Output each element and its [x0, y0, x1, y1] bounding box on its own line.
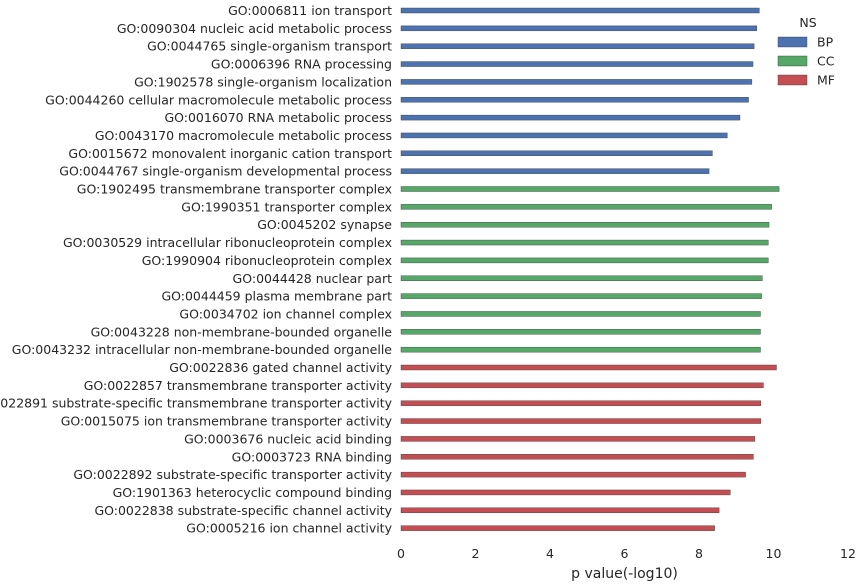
bar-mf-1: [400, 364, 777, 371]
y-tick-label: GO:0022838 substrate-specific channel ac…: [94, 503, 392, 518]
bar-cc-6: [400, 275, 763, 281]
y-tick-label: GO:0015075 ion transmembrane transporter…: [61, 414, 393, 429]
bar-cc-8: [400, 311, 761, 317]
bar-bp-3: [400, 43, 755, 49]
y-tick-label: GO:0045202 synapse: [257, 217, 392, 232]
bar-mf-10: [400, 525, 715, 531]
y-tick-label: GO:0043228 non-membrane-bounded organell…: [91, 324, 393, 339]
y-tick-label: GO:0006396 RNA processing: [211, 57, 392, 72]
y-tick-label: GO:1990351 transporter complex: [181, 199, 392, 214]
bar-cc-10: [400, 346, 761, 353]
y-tick-label: GO:0022857 transmembrane transporter act…: [84, 378, 393, 393]
x-tick-label: 4: [546, 546, 554, 561]
x-tick-label: 2: [472, 546, 480, 561]
bar-mf-5: [400, 436, 756, 442]
y-tick-label: GO:0003676 nucleic acid binding: [184, 431, 392, 446]
bar-bp-10: [400, 168, 710, 174]
x-tick-labels: 0 2 4 6 8 10 12: [397, 546, 856, 561]
legend: NS BP CC MF: [777, 15, 835, 88]
bar-cc-7: [400, 293, 762, 299]
y-tick-label: GO:0034702 ion channel complex: [179, 306, 392, 321]
y-tick-label: GO:1902495 transmembrane transporter com…: [77, 182, 392, 197]
bar-bp-2: [400, 25, 757, 32]
bar-bp-7: [400, 114, 741, 121]
bar-cc-4: [400, 239, 769, 246]
bar-bp-1: [400, 7, 760, 14]
y-tick-label: GO:0044767 single-organism developmental…: [59, 164, 392, 179]
y-tick-label: GO:0005216 ion channel activity: [186, 521, 392, 536]
y-tick-label: GO:0022836 gated channel activity: [169, 360, 392, 375]
legend-swatch-mf: [777, 74, 808, 86]
y-tick-label: GO:0003723 RNA binding: [232, 449, 392, 464]
y-tick-label: GO:0043170 macromolecule metabolic proce…: [95, 128, 392, 143]
x-axis-label: p value(-log10): [571, 566, 678, 582]
bar-cc-5: [400, 257, 769, 264]
bar-cc-9: [400, 329, 761, 335]
y-tick-label: GO:0016070 RNA metabolic process: [164, 110, 392, 125]
y-tick-label: GO:0090304 nucleic acid metabolic proces…: [117, 21, 392, 36]
bar-bp-4: [400, 61, 754, 67]
legend-title: NS: [799, 15, 816, 30]
y-tick-label: GO:1990904 ribonucleoprotein complex: [142, 253, 392, 268]
bar-bp-5: [400, 79, 753, 85]
bar-mf-9: [400, 507, 720, 513]
y-tick-labels: GO:0006811 ion transport GO:0090304 nucle…: [0, 3, 393, 536]
legend-swatch-bp: [777, 36, 808, 48]
bar-cc-2: [400, 204, 772, 210]
bar-bp-9: [400, 150, 713, 157]
bars-group: [400, 7, 780, 531]
x-tick-label: 0: [397, 546, 405, 561]
bar-mf-7: [400, 471, 746, 478]
legend-swatch-cc: [777, 55, 808, 67]
y-tick-label: GO:0022891 substrate-specific transmembr…: [0, 396, 393, 411]
bar-cc-3: [400, 221, 770, 228]
y-tick-label: GO:1902578 single-organism localization: [134, 74, 392, 89]
bar-bp-8: [400, 132, 728, 139]
y-tick-label: GO:0015672 monovalent inorganic cation t…: [68, 146, 392, 161]
bar-mf-2: [400, 382, 764, 389]
bar-mf-6: [400, 454, 754, 460]
legend-label-mf: MF: [817, 73, 835, 88]
bar-mf-3: [400, 400, 762, 406]
y-tick-label: GO:0044765 single-organism transport: [147, 39, 392, 54]
y-tick-label: GO:0006811 ion transport: [228, 3, 392, 18]
x-tick-label: 10: [766, 546, 782, 561]
x-tick-label: 12: [840, 546, 856, 561]
y-tick-label: GO:0043232 intracellular non-membrane-bo…: [12, 342, 393, 357]
y-tick-label: GO:0044260 cellular macromolecule metabo…: [45, 92, 392, 107]
y-tick-label: GO:0044459 plasma membrane part: [161, 289, 392, 304]
y-tick-label: GO:0030529 intracellular ribonucleoprote…: [63, 235, 392, 250]
bar-bp-6: [400, 97, 749, 103]
bar-cc-1: [400, 186, 780, 192]
y-tick-label: GO:0022892 substrate-specific transporte…: [73, 467, 392, 482]
y-tick-label: GO:0044428 nuclear part: [233, 271, 393, 286]
x-tick-label: 8: [695, 546, 703, 561]
x-tick-label: 6: [621, 546, 629, 561]
bar-mf-8: [400, 489, 731, 496]
legend-label-bp: BP: [817, 35, 834, 50]
bar-mf-4: [400, 418, 762, 424]
y-tick-label: GO:1901363 heterocyclic compound binding: [113, 485, 392, 500]
legend-label-cc: CC: [817, 54, 835, 69]
